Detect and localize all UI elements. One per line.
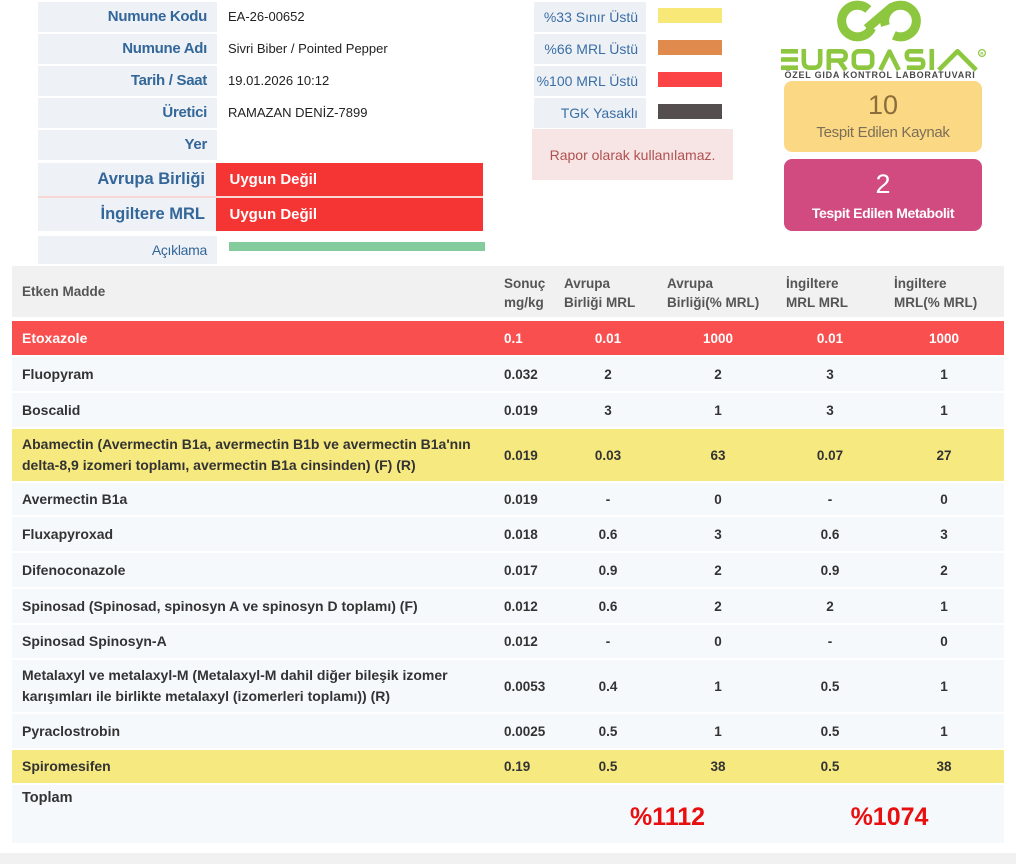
svg-text:R: R (980, 51, 984, 56)
svg-text:ÖZEL GIDA KONTROL LABORATUVARI: ÖZEL GIDA KONTROL LABORATUVARI (785, 70, 976, 80)
